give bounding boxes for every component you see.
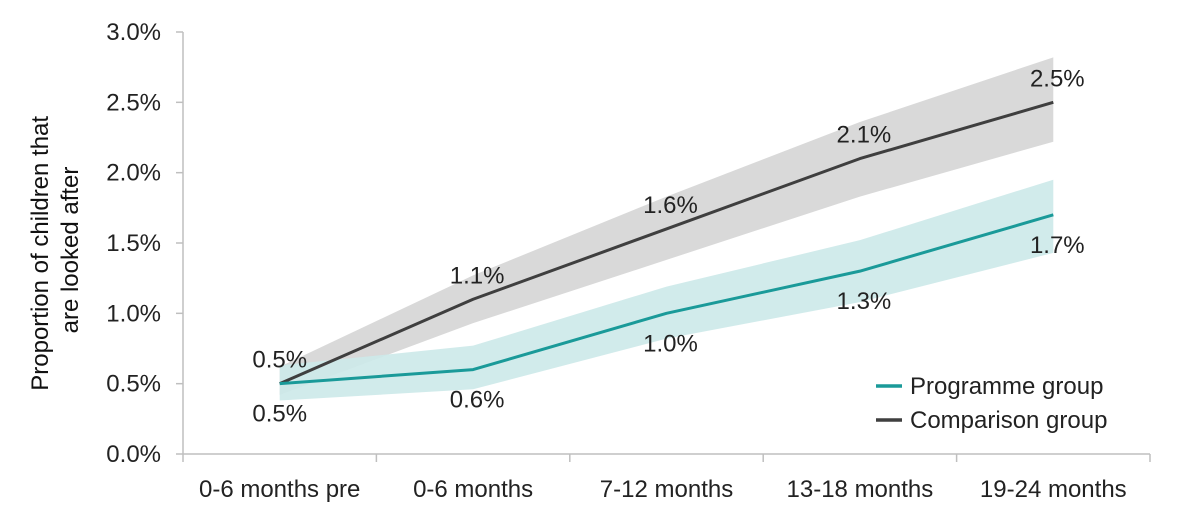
legend: Programme group Comparison group — [876, 373, 1107, 434]
y-tick-label: 0.0% — [106, 441, 161, 468]
data-label-programme: 1.0% — [643, 330, 698, 357]
data-label-comparison: 0.5% — [252, 347, 307, 374]
series-line-programme — [279, 213, 1054, 386]
x-axis-ticks: 0-6 months pre 0-6 months 7-12 months 13-18… — [182, 454, 1151, 503]
data-labels: 0.5% 1.1% 1.6% 2.1% 2.5% 0.5% 0.6% 1.0% 1.3% 1.7% — [252, 65, 1084, 427]
legend-label: Comparison group — [910, 407, 1107, 434]
x-tick-label: 0-6 months — [413, 476, 533, 503]
series-lines — [279, 100, 1054, 386]
x-tick-label: 7-12 months — [600, 476, 733, 503]
y-axis-title: Proportion of children that are looked a… — [27, 109, 84, 391]
x-tick-label: 19-24 months — [980, 476, 1127, 503]
legend-item: Programme group — [876, 373, 1103, 400]
data-label-programme: 0.5% — [252, 401, 307, 428]
data-label-comparison: 2.5% — [1030, 65, 1085, 92]
data-label-programme: 1.3% — [837, 288, 892, 315]
y-tick-label: 2.5% — [106, 89, 161, 116]
confidence-band-programme — [279, 179, 1054, 401]
data-label-comparison: 1.1% — [450, 262, 505, 289]
y-axis-title-line-2: are looked after — [57, 167, 84, 334]
legend-label: Programme group — [910, 373, 1103, 400]
y-tick-label: 1.0% — [106, 300, 161, 327]
data-label-programme: 1.7% — [1030, 232, 1085, 259]
data-label-comparison: 2.1% — [837, 122, 892, 149]
x-tick-label: 13-18 months — [787, 476, 934, 503]
data-label-comparison: 1.6% — [643, 192, 698, 219]
y-tick-label: 3.0% — [106, 19, 161, 46]
confidence-bands — [279, 57, 1054, 401]
series-line-comparison — [279, 100, 1054, 386]
y-axis-title-line-1: Proportion of children that — [27, 116, 54, 391]
x-tick-label: 0-6 months pre — [199, 476, 360, 503]
y-tick-label: 0.5% — [106, 371, 161, 398]
confidence-band-comparison — [279, 57, 1054, 395]
legend-item: Comparison group — [876, 407, 1107, 434]
y-tick-label: 1.5% — [106, 230, 161, 257]
y-tick-label: 2.0% — [106, 160, 161, 187]
data-label-programme: 0.6% — [450, 387, 505, 414]
y-axis-ticks: 0.0% 0.5% 1.0% 1.5% 2.0% 2.5% 3.0% — [106, 19, 183, 468]
